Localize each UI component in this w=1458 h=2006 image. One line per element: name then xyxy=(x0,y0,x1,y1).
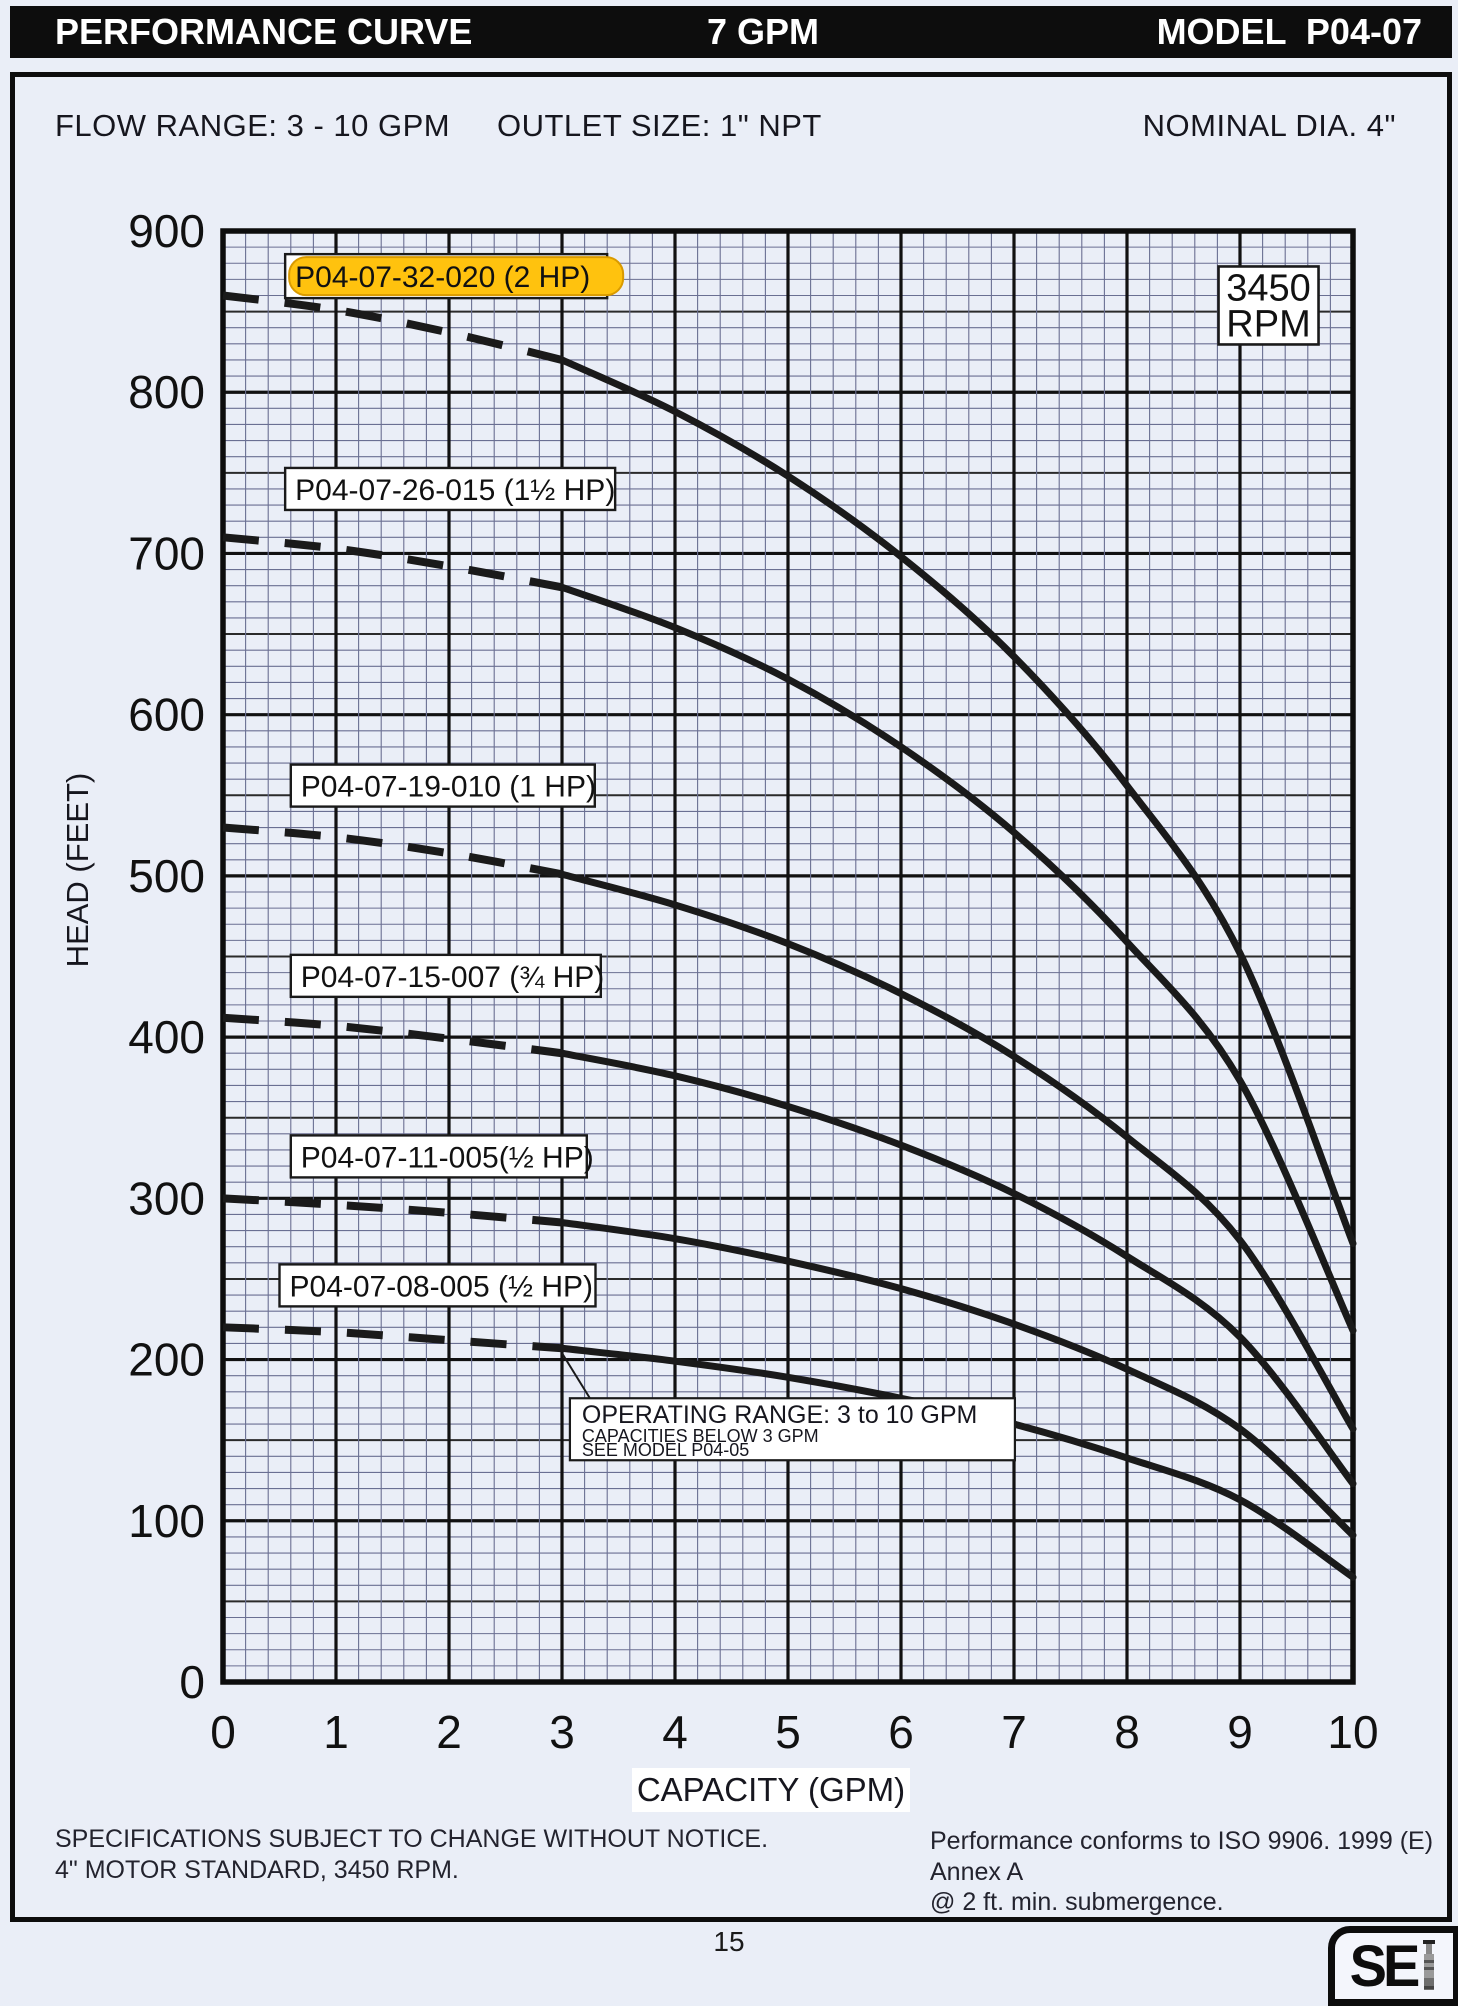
x-axis-tick-label: 4 xyxy=(662,1706,688,1758)
nominal-dia-label: NOMINAL DIA. 4" xyxy=(1142,108,1396,143)
y-axis-tick-label: 800 xyxy=(128,366,205,418)
flow-range-label: FLOW RANGE: 3 - 10 GPM xyxy=(55,108,451,143)
curve-label-text: P04-07-11-005(½ HP) xyxy=(301,1141,594,1174)
curve-label-box xyxy=(278,1263,597,1308)
curve-label-highlight xyxy=(288,256,625,297)
x-axis-tick-label: 10 xyxy=(1327,1706,1378,1758)
iso-conformance-note: Performance conforms to ISO 9906. 1999 (… xyxy=(930,1826,1458,1918)
pump-curve-solid xyxy=(558,356,1357,1247)
operating-range-note-line1: OPERATING RANGE: 3 to 10 GPM xyxy=(582,1401,977,1429)
y-axis-tick-label: 300 xyxy=(128,1172,205,1224)
x-axis-tick-label: 1 xyxy=(323,1706,349,1758)
y-axis-tick-label: 400 xyxy=(128,1011,205,1063)
y-axis-tick-label: 700 xyxy=(128,527,205,579)
x-axis-tick-label: 6 xyxy=(888,1706,914,1758)
sei-logo-text: SE xyxy=(1349,1932,1421,1999)
curve-label-box xyxy=(289,1134,588,1179)
x-axis-tick-label: 3 xyxy=(549,1706,575,1758)
page-number: 15 xyxy=(713,1926,745,1957)
curve-label-text: P04-07-19-010 (1 HP) xyxy=(301,771,596,804)
y-axis-title: HEAD (FEET) xyxy=(60,773,95,968)
y-axis-tick-label: 200 xyxy=(128,1334,205,1386)
pump-curve-solid xyxy=(558,1219,1357,1539)
note-leader-line xyxy=(561,1352,591,1399)
rpm-badge-value: 3450 xyxy=(1226,267,1311,309)
y-axis-tick-label: 600 xyxy=(128,689,205,741)
pump-curve-solid xyxy=(558,870,1357,1433)
x-axis-tick-label: 2 xyxy=(436,1706,462,1758)
y-axis-tick-label: 0 xyxy=(179,1656,205,1708)
iso-note-line2: @ 2 ft. min. submergence. xyxy=(930,1888,1224,1916)
iso-note-line1: Performance conforms to ISO 9906. 1999 (… xyxy=(930,1827,1434,1886)
x-axis-title-bg xyxy=(632,1768,910,1812)
page-title: PERFORMANCE CURVE xyxy=(55,11,473,52)
curve-label-box xyxy=(289,953,602,999)
curve-label-text: P04-07-26-015 (1½ HP) xyxy=(295,474,615,507)
x-axis-tick-label: 5 xyxy=(775,1706,801,1758)
rpm-badge-unit: RPM xyxy=(1226,303,1310,345)
rpm-badge-box xyxy=(1217,265,1320,346)
spec-notice-line2: 4" MOTOR STANDARD, 3450 RPM. xyxy=(55,1855,459,1884)
header-bar: PERFORMANCE CURVE 7 GPM MODEL P04-07 xyxy=(10,6,1452,58)
x-axis-tick-label: 7 xyxy=(1001,1706,1027,1758)
sei-logo: SE xyxy=(1328,1926,1458,2006)
x-axis-title: CAPACITY (GPM) xyxy=(637,1771,905,1808)
y-axis-tick-label: 900 xyxy=(128,205,205,257)
outlet-size-label: OUTLET SIZE: 1" NPT xyxy=(497,108,822,143)
curve-label-box xyxy=(289,763,596,808)
x-axis-tick-label: 9 xyxy=(1227,1706,1253,1758)
operating-range-note-box xyxy=(568,1397,1017,1462)
pump-curve-solid xyxy=(558,583,1357,1335)
curve-label-text: P04-07-15-007 (¾ HP) xyxy=(301,961,605,994)
y-axis-tick-label: 500 xyxy=(128,850,205,902)
plot-border xyxy=(220,228,1356,1685)
y-axis-tick-label: 100 xyxy=(128,1495,205,1547)
operating-range-note-line2: CAPACITIES BELOW 3 GPM xyxy=(582,1426,819,1446)
header-flow-rating: 7 GPM xyxy=(707,11,820,52)
spec-notice-line1: SPECIFICATIONS SUBJECT TO CHANGE WITHOUT… xyxy=(55,1825,769,1853)
x-axis-tick-label: 0 xyxy=(210,1706,236,1758)
curve-label-text: P04-07-08-005 (½ HP) xyxy=(290,1270,594,1303)
pump-icon xyxy=(1423,1940,1436,1990)
operating-range-note-line3: SEE MODEL P04-05 xyxy=(582,1440,749,1460)
chart-frame xyxy=(10,72,1452,1922)
curve-label-text: P04-07-32-020 (2 HP) xyxy=(295,261,590,294)
pump-curve-solid xyxy=(558,1049,1357,1488)
header-model-number: MODEL P04-07 xyxy=(1156,11,1422,52)
curve-label-box xyxy=(283,466,617,512)
x-axis-tick-label: 8 xyxy=(1114,1706,1140,1758)
spec-notice: SPECIFICATIONS SUBJECT TO CHANGE WITHOUT… xyxy=(55,1824,768,1885)
